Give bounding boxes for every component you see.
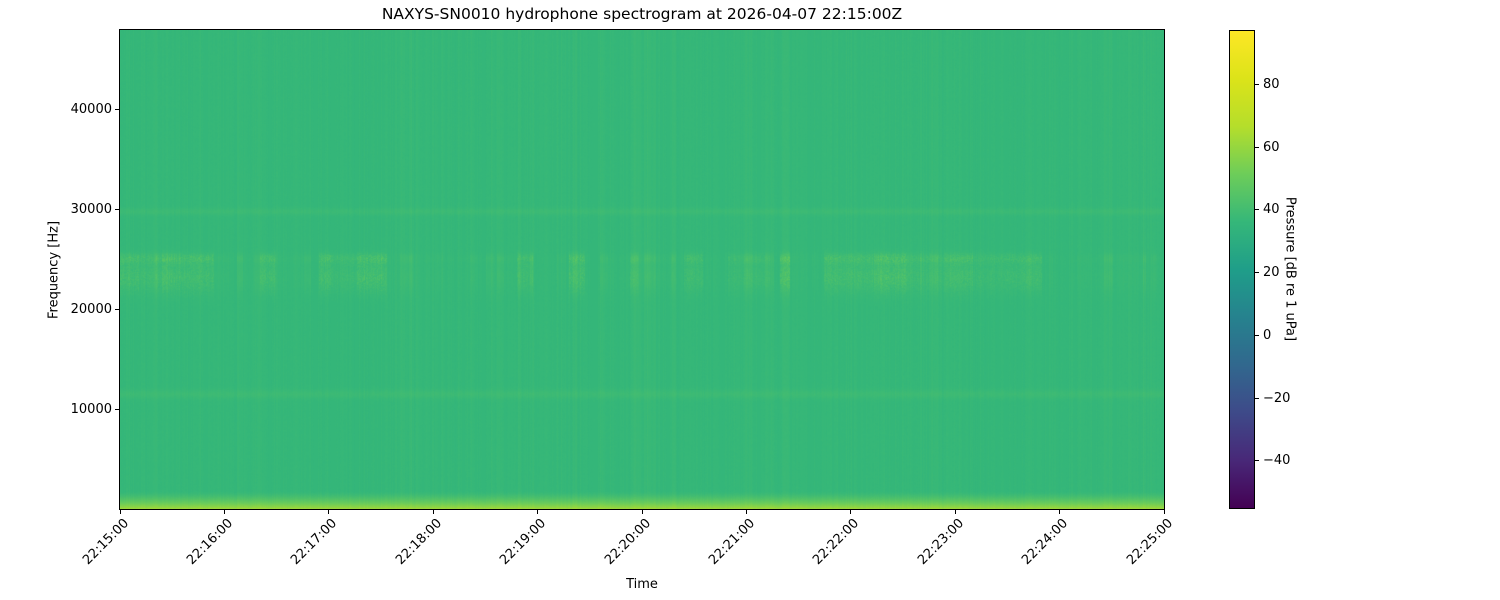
y-tick-mark bbox=[115, 109, 119, 111]
x-tick-label: 22:15:00 bbox=[79, 516, 132, 568]
y-tick-label: 10000 bbox=[70, 401, 112, 417]
spectrogram-heatmap bbox=[120, 30, 1164, 509]
x-tick-label: 22:19:00 bbox=[497, 516, 550, 568]
x-tick-mark bbox=[745, 510, 747, 514]
y-tick-mark bbox=[115, 408, 119, 410]
x-tick-label: 22:21:00 bbox=[706, 516, 759, 568]
colorbar-tick-label: 60 bbox=[1263, 139, 1280, 155]
x-tick-label: 22:16:00 bbox=[184, 516, 237, 568]
colorbar-tick-label: −20 bbox=[1263, 390, 1291, 406]
y-tick-label: 40000 bbox=[70, 102, 112, 118]
x-tick-label: 22:17:00 bbox=[288, 516, 341, 568]
colorbar-tick-label: 0 bbox=[1263, 327, 1272, 343]
x-tick-mark bbox=[641, 510, 643, 514]
colorbar-tick-mark bbox=[1255, 272, 1259, 274]
colorbar-tick-mark bbox=[1255, 83, 1259, 85]
colorbar-label: Pressure [dB re 1 uPa] bbox=[1282, 196, 1298, 342]
colorbar-tick-mark bbox=[1255, 460, 1259, 462]
x-tick-label: 22:20:00 bbox=[601, 516, 654, 568]
y-tick-label: 20000 bbox=[70, 301, 112, 317]
x-tick-mark bbox=[1059, 510, 1061, 514]
y-tick-mark bbox=[115, 308, 119, 310]
x-tick-mark bbox=[119, 510, 121, 514]
colorbar-tick-label: 20 bbox=[1263, 265, 1280, 281]
plot-axes-frame bbox=[119, 29, 1165, 510]
colorbar-tick-label: 80 bbox=[1263, 76, 1280, 92]
x-tick-mark bbox=[954, 510, 956, 514]
chart-title: NAXYS-SN0010 hydrophone spectrogram at 2… bbox=[381, 5, 903, 23]
colorbar-tick-label: 40 bbox=[1263, 202, 1280, 218]
x-tick-label: 22:25:00 bbox=[1123, 516, 1176, 568]
y-tick-label: 30000 bbox=[70, 202, 112, 218]
x-tick-label: 22:23:00 bbox=[914, 516, 967, 568]
x-axis-label: Time bbox=[626, 577, 658, 592]
colorbar bbox=[1229, 30, 1255, 509]
x-tick-label: 22:22:00 bbox=[810, 516, 863, 568]
x-tick-mark bbox=[1163, 510, 1165, 514]
x-tick-mark bbox=[432, 510, 434, 514]
x-tick-label: 22:18:00 bbox=[392, 516, 445, 568]
x-tick-mark bbox=[850, 510, 852, 514]
y-tick-mark bbox=[115, 209, 119, 211]
colorbar-tick-mark bbox=[1255, 146, 1259, 148]
x-tick-mark bbox=[328, 510, 330, 514]
colorbar-tick-mark bbox=[1255, 209, 1259, 211]
x-tick-mark bbox=[223, 510, 225, 514]
colorbar-tick-label: −40 bbox=[1263, 453, 1291, 469]
colorbar-tick-mark bbox=[1255, 334, 1259, 336]
x-tick-label: 22:24:00 bbox=[1019, 516, 1072, 568]
x-tick-mark bbox=[537, 510, 539, 514]
colorbar-tick-mark bbox=[1255, 397, 1259, 399]
